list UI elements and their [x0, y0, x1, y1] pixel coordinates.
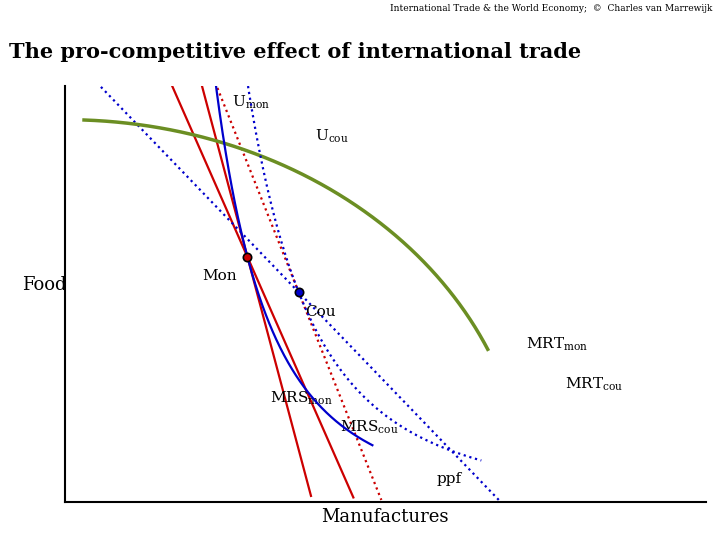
Text: MRS$_{\mathregular{mon}}$: MRS$_{\mathregular{mon}}$ — [270, 389, 333, 407]
Y-axis label: Food: Food — [22, 276, 66, 294]
Text: MRT$_{\mathregular{cou}}$: MRT$_{\mathregular{cou}}$ — [564, 375, 623, 393]
Text: Mon: Mon — [202, 269, 237, 284]
Text: International Trade & the World Economy;  ©  Charles van Marrewijk: International Trade & the World Economy;… — [390, 4, 713, 13]
Text: U$_{\mathregular{cou}}$: U$_{\mathregular{cou}}$ — [315, 127, 348, 145]
Text: The pro-competitive effect of international trade: The pro-competitive effect of internatio… — [9, 42, 581, 63]
Text: MRT$_{\mathregular{mon}}$: MRT$_{\mathregular{mon}}$ — [526, 335, 589, 353]
Text: ppf: ppf — [436, 472, 462, 487]
Text: Cou: Cou — [305, 305, 336, 319]
X-axis label: Manufactures: Manufactures — [321, 508, 449, 526]
Text: U$_{\mathregular{mon}}$: U$_{\mathregular{mon}}$ — [232, 93, 270, 111]
Text: MRS$_{\mathregular{cou}}$: MRS$_{\mathregular{cou}}$ — [341, 418, 399, 436]
